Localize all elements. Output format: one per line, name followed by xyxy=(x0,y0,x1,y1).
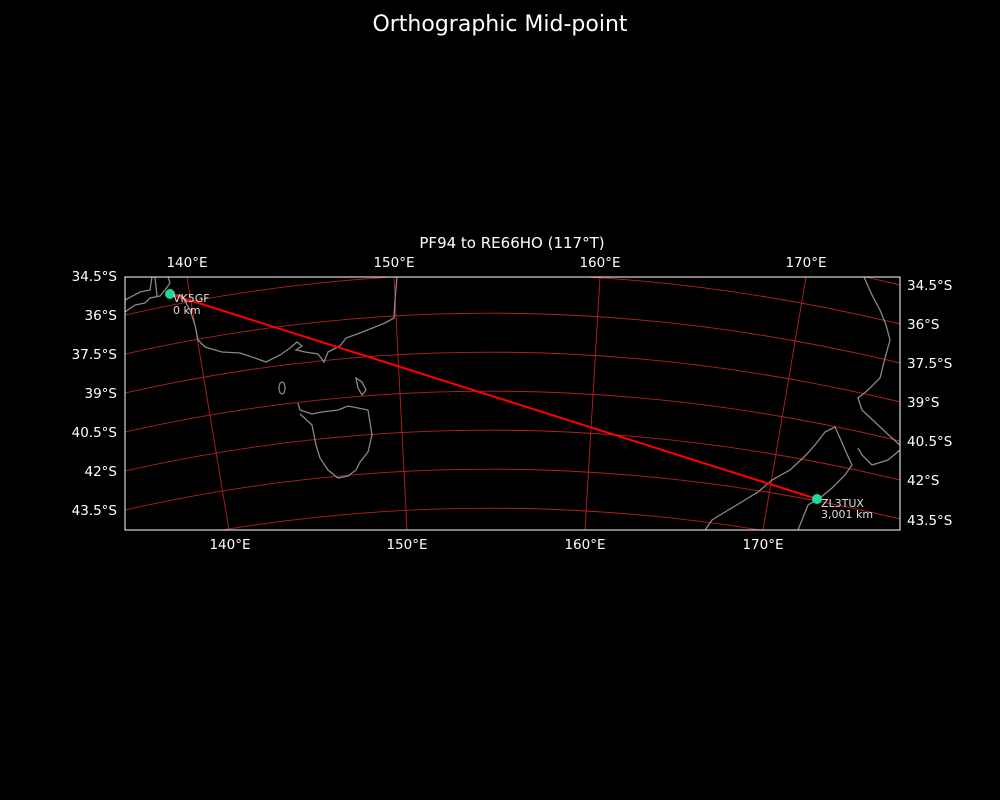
right-lat-tick: 36°S xyxy=(907,317,940,333)
coast-south-australia-west xyxy=(125,277,171,313)
king-island xyxy=(278,381,286,395)
right-lat-tick: 42°S xyxy=(907,473,940,489)
coast-nz-south-island xyxy=(704,426,853,530)
meridian-line xyxy=(393,277,408,530)
top-lon-tick: 150°E xyxy=(373,255,414,271)
right-lat-tick: 43.5°S xyxy=(907,513,952,529)
right-lat-tick: 37.5°S xyxy=(907,356,952,372)
map-subtitle: PF94 to RE66HO (117°T) xyxy=(419,234,604,252)
coast-tasmania xyxy=(297,402,373,479)
parallel-line xyxy=(125,390,900,442)
station-distance-vk5gf: 0 km xyxy=(173,304,201,317)
left-lat-tick: 37.5°S xyxy=(72,347,117,363)
great-circle-path xyxy=(169,293,818,500)
top-lon-tick: 160°E xyxy=(579,255,620,271)
bottom-lon-tick: 140°E xyxy=(209,537,250,553)
parallel-line xyxy=(125,429,900,481)
left-lat-tick: 43.5°S xyxy=(72,503,117,519)
right-lat-ticks: 34.5°S 36°S 37.5°S 39°S 40.5°S 42°S 43.5… xyxy=(907,278,952,529)
flinders-island xyxy=(355,376,367,397)
parallel-line xyxy=(219,507,764,530)
bottom-lon-tick: 170°E xyxy=(742,537,783,553)
graticule xyxy=(125,277,900,530)
bottom-lon-tick: 160°E xyxy=(564,537,605,553)
top-lon-tick: 140°E xyxy=(166,255,207,271)
station-distance-zl3tux: 3,001 km xyxy=(821,508,873,521)
bottom-lon-tick: 150°E xyxy=(386,537,427,553)
right-lat-tick: 39°S xyxy=(907,395,940,411)
right-lat-tick: 34.5°S xyxy=(907,278,952,294)
figure-title: Orthographic Mid-point xyxy=(372,12,628,37)
parallel-line xyxy=(125,312,900,364)
parallel-line xyxy=(125,351,900,403)
right-lat-tick: 40.5°S xyxy=(907,434,952,450)
station-call-zl3tux: ZL3TUX xyxy=(821,497,864,510)
coastlines xyxy=(125,277,900,530)
left-lat-tick: 42°S xyxy=(85,464,118,480)
parallel-line xyxy=(125,468,900,520)
meridian-line xyxy=(762,277,807,530)
map-frame xyxy=(124,276,901,531)
coast-nz-north-island xyxy=(857,277,900,466)
station-call-vk5gf: VK5GF xyxy=(173,292,210,305)
station-marker-vk5gf[interactable] xyxy=(165,289,175,299)
left-lat-tick: 39°S xyxy=(85,386,118,402)
coast-victoria xyxy=(169,277,398,364)
left-lat-tick: 34.5°S xyxy=(72,269,117,285)
left-lat-tick: 40.5°S xyxy=(72,425,117,441)
station-marker-zl3tux[interactable] xyxy=(812,494,822,504)
top-lon-tick: 170°E xyxy=(785,255,826,271)
meridian-line xyxy=(186,277,230,530)
left-lat-tick: 36°S xyxy=(85,308,118,324)
parallel-line xyxy=(125,277,900,325)
bottom-lon-ticks: 140°E 150°E 160°E 170°E xyxy=(209,537,783,553)
meridian-line xyxy=(584,277,601,530)
left-lat-ticks: 34.5°S 36°S 37.5°S 39°S 40.5°S 42°S 43.5… xyxy=(72,269,117,519)
top-lon-ticks: 140°E 150°E 160°E 170°E xyxy=(166,255,826,271)
